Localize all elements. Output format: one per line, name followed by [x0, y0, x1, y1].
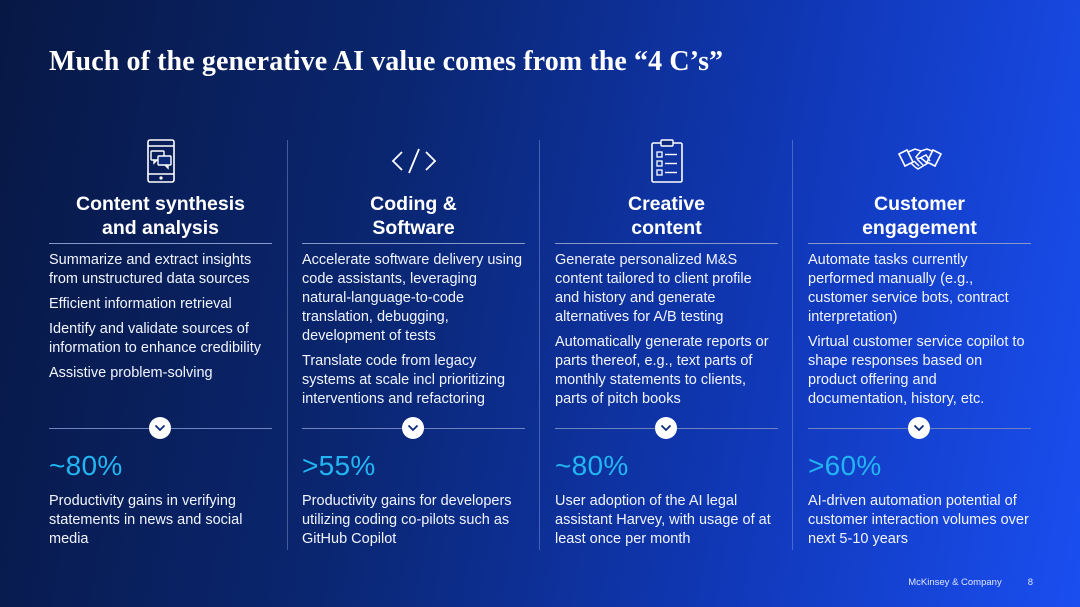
column-content-synthesis: Content synthesis and analysis Summarize… — [49, 132, 272, 552]
column-heading: Creative content — [628, 193, 705, 239]
handshake-icon — [808, 138, 1031, 182]
list-item: Virtual customer service copilot to shap… — [808, 334, 1025, 407]
stat-value: ~80% — [555, 450, 629, 481]
column-heading: Coding & Software — [370, 193, 457, 239]
list-item: Assistive problem-solving — [49, 365, 213, 381]
slide-title: Much of the generative AI value comes fr… — [49, 46, 724, 77]
phone-chat-icon — [49, 138, 272, 183]
divider — [49, 243, 272, 244]
stat-description: AI-driven automation potential of custom… — [808, 493, 1029, 547]
chevron-down-icon — [908, 417, 930, 439]
list-item: Translate code from legacy systems at sc… — [302, 353, 506, 407]
list-item: Efficient information retrieval — [49, 296, 232, 312]
list-item: Summarize and extract insights from unst… — [49, 252, 252, 287]
column-separator — [539, 140, 540, 550]
list-item: Automatically generate reports or parts … — [555, 334, 769, 407]
list-item: Identify and validate sources of informa… — [49, 321, 261, 356]
bullet-list: Summarize and extract insights from unst… — [49, 251, 272, 389]
bullet-list: Generate personalized M&S content tailor… — [555, 251, 778, 415]
column-creative-content: Creative content Generate personalized M… — [555, 132, 778, 552]
stat-value: ~80% — [49, 450, 123, 481]
chevron-down-icon — [402, 417, 424, 439]
column-heading: Customer engagement — [862, 193, 977, 239]
bullet-list: Accelerate software delivery using code … — [302, 251, 525, 415]
stat-value: >60% — [808, 450, 882, 481]
footer: McKinsey & Company 8 — [908, 577, 1033, 588]
divider — [302, 243, 525, 244]
divider — [808, 243, 1031, 244]
bullet-list: Automate tasks currently performed manua… — [808, 251, 1031, 415]
chevron-down-icon — [655, 417, 677, 439]
column-separator — [287, 140, 288, 550]
list-item: Generate personalized M&S content tailor… — [555, 252, 752, 325]
stat-description: Productivity gains in verifying statemen… — [49, 493, 243, 547]
page-number: 8 — [1027, 577, 1033, 588]
column-heading: Content synthesis and analysis — [75, 193, 246, 239]
list-item: Automate tasks currently performed manua… — [808, 252, 1009, 325]
column-separator — [792, 140, 793, 550]
stat-value: >55% — [302, 450, 376, 481]
divider — [555, 243, 778, 244]
column-customer-engagement: Customer engagement Automate tasks curre… — [808, 132, 1031, 552]
stat-description: User adoption of the AI legal assistant … — [555, 493, 771, 547]
list-item: Accelerate software delivery using code … — [302, 252, 523, 344]
company-name: McKinsey & Company — [908, 577, 1002, 588]
column-coding-software: Coding & Software Accelerate software de… — [302, 132, 525, 552]
code-brackets-icon — [302, 138, 525, 182]
stat-description: Productivity gains for developers utiliz… — [302, 493, 512, 547]
chevron-down-icon — [149, 417, 171, 439]
clipboard-list-icon — [555, 138, 778, 183]
